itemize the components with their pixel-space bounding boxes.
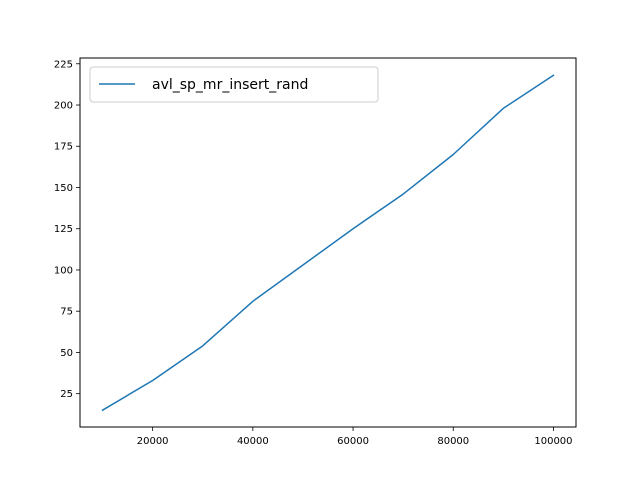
x-tick-label: 60000 (337, 436, 369, 447)
y-tick-label: 75 (60, 307, 73, 318)
y-tick-label: 225 (54, 59, 73, 70)
x-tick-label: 100000 (534, 436, 572, 447)
y-tick-label: 100 (54, 265, 73, 276)
x-tick-label: 40000 (237, 436, 269, 447)
plot-background (80, 58, 576, 427)
series-line (101, 74, 555, 412)
legend: avl_sp_mr_insert_rand (89, 66, 379, 103)
plot-frame (79, 57, 577, 428)
y-tick-label: 200 (54, 101, 73, 112)
legend-box (89, 66, 379, 103)
y-tick-label: 25 (60, 389, 73, 400)
y-axis-ticks: 25 50 75 100 125 150 175 200 225 (54, 59, 80, 400)
y-tick-label: 150 (54, 183, 73, 194)
x-tick-label: 20000 (137, 436, 169, 447)
legend-label: avl_sp_mr_insert_rand (152, 77, 308, 93)
series-layer (101, 74, 555, 412)
y-tick-label: 125 (54, 224, 73, 235)
y-tick-label: 175 (54, 142, 73, 153)
x-axis-ticks: 20000 40000 60000 80000 100000 (137, 427, 573, 447)
x-tick-label: 80000 (437, 436, 469, 447)
y-tick-label: 50 (60, 348, 73, 359)
